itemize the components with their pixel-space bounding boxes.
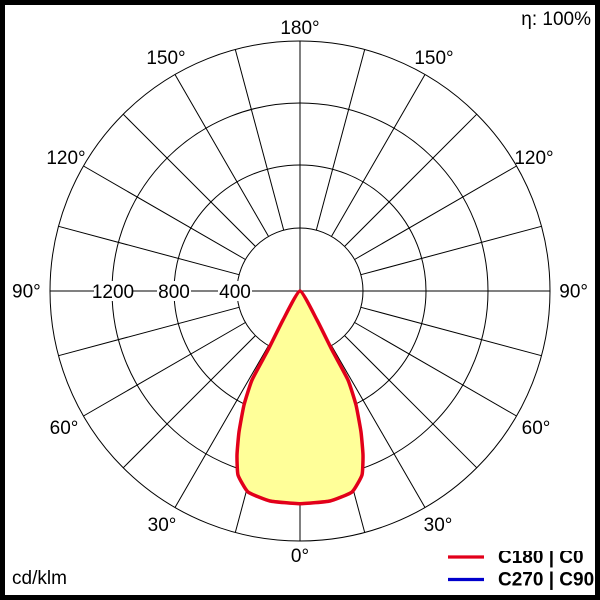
svg-text:30°: 30° — [148, 515, 177, 536]
svg-text:60°: 60° — [50, 418, 79, 439]
svg-text:120°: 120° — [514, 148, 553, 169]
svg-text:400: 400 — [219, 282, 251, 303]
svg-text:90°: 90° — [559, 282, 588, 303]
svg-text:120°: 120° — [46, 148, 85, 169]
svg-text:C270 | C90: C270 | C90 — [498, 570, 594, 591]
svg-text:180°: 180° — [280, 18, 319, 39]
svg-text:C180 | C0: C180 | C0 — [498, 551, 584, 568]
svg-text:1200: 1200 — [92, 282, 134, 303]
svg-text:150°: 150° — [146, 48, 185, 69]
svg-text:0°: 0° — [291, 546, 309, 567]
svg-text:800: 800 — [158, 282, 190, 303]
svg-text:90°: 90° — [12, 282, 41, 303]
svg-text:150°: 150° — [414, 48, 453, 69]
svg-text:60°: 60° — [522, 418, 551, 439]
svg-text:30°: 30° — [424, 515, 453, 536]
